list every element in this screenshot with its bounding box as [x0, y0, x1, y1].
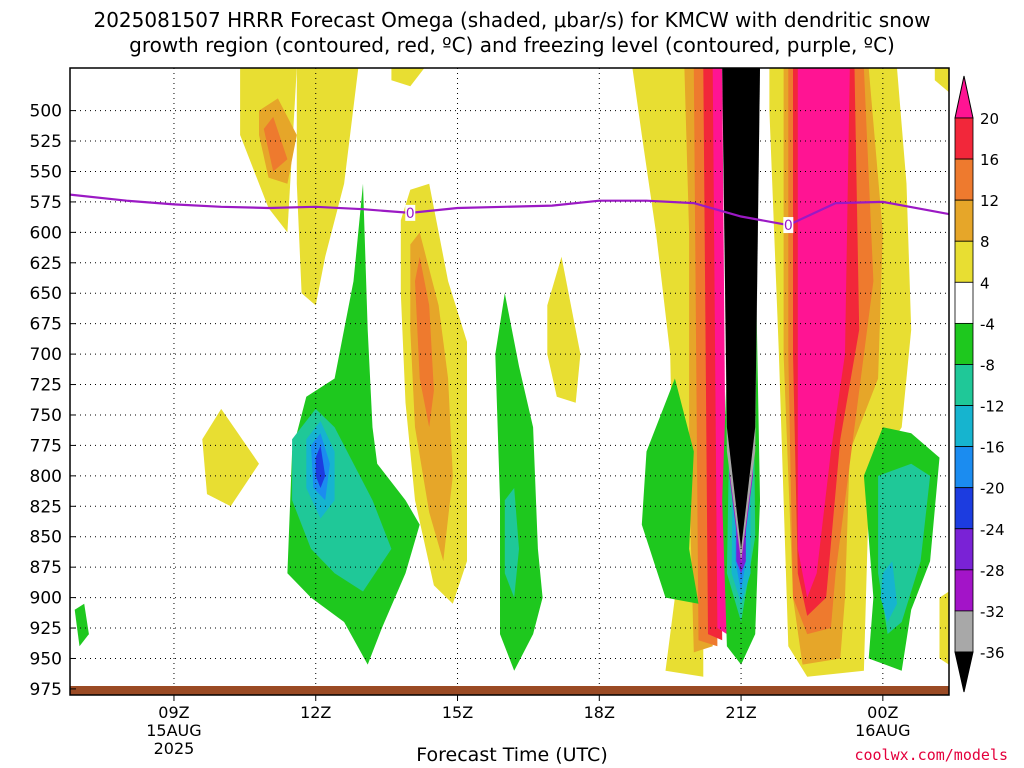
freezing-level-label-0: 0	[406, 206, 415, 222]
y-tick-label-975: 975	[30, 680, 62, 700]
colorbar-swatch-red	[954, 117, 974, 160]
chart-title-line-1: 2025081507 HRRR Forecast Omega (shaded, …	[93, 8, 931, 32]
colorbar-label-8: 8	[980, 233, 990, 251]
freezing-label-bg-0	[405, 204, 416, 221]
x-date-label: 16AUG	[855, 721, 910, 740]
colorbar-swatch-indigo	[954, 528, 974, 571]
x-tick-label-09Z: 09Z	[158, 703, 189, 722]
y-tick-label-825: 825	[30, 497, 62, 517]
colorbar-swatch-light-blue	[954, 446, 974, 489]
y-tick-label-725: 725	[30, 376, 62, 396]
colorbar-label--24: -24	[980, 521, 1005, 539]
omega-region-37	[315, 445, 326, 488]
freezing-label-bg-1	[783, 217, 794, 234]
colorbar-swatch-gray	[954, 610, 974, 653]
y-tick-label-500: 500	[30, 102, 62, 122]
colorbar-label--4: -4	[980, 315, 995, 333]
colorbar-label--32: -32	[980, 603, 1005, 621]
colorbar-label--20: -20	[980, 480, 1005, 498]
x-date-label: 15AUG	[146, 721, 201, 740]
y-tick-label-700: 700	[30, 345, 62, 365]
colorbar-swatch-blue	[954, 487, 974, 530]
omega-region-4	[202, 408, 259, 507]
omega-region-9	[939, 591, 949, 665]
y-tick-label-650: 650	[30, 284, 62, 304]
colorbar-swatch-purple	[954, 569, 974, 612]
x-tick-label-00Z: 00Z	[867, 703, 898, 722]
colorbar-label-20: 20	[980, 110, 999, 128]
omega-region-24	[641, 378, 699, 604]
x-tick-label-21Z: 21Z	[725, 703, 756, 722]
x-tick-label-12Z: 12Z	[300, 703, 331, 722]
colorbar-label--8: -8	[980, 356, 995, 374]
colorbar-swatch-teal	[954, 364, 974, 406]
y-tick-label-675: 675	[30, 315, 62, 335]
colorbar-bottom-arrow	[954, 651, 974, 693]
colorbar-label-4: 4	[980, 274, 990, 292]
omega-shading	[74, 68, 949, 677]
freezing-level-label-1: 0	[784, 218, 793, 234]
y-tick-label-875: 875	[30, 558, 62, 578]
omega-region-1	[296, 68, 359, 306]
colorbar: 20 16 12 8 4 -4 -8 -12 -16 -20 -24 -28 -32 -36	[954, 75, 1005, 693]
y-tick-label-575: 575	[30, 193, 62, 213]
plot-frame	[69, 67, 950, 696]
colorbar-swatch-yellow	[954, 240, 974, 283]
y-tick-label-600: 600	[30, 223, 62, 243]
colorbar-label--12: -12	[980, 398, 1005, 416]
omega-region-34	[880, 561, 897, 622]
ground-surface	[70, 686, 949, 695]
omega-region-29	[504, 488, 519, 598]
y-tick-label-925: 925	[30, 619, 62, 639]
colorbar-label--36: -36	[980, 644, 1005, 662]
y-tick-label-950: 950	[30, 649, 62, 669]
x-year-label: 2025	[154, 739, 195, 758]
y-tick-label-850: 850	[30, 528, 62, 548]
colorbar-swatch-cyan	[954, 405, 974, 448]
colorbar-swatch-dark-yellow	[954, 199, 974, 242]
x-tick-label-15Z: 15Z	[442, 703, 473, 722]
y-tick-label-525: 525	[30, 132, 62, 152]
colorbar-label--28: -28	[980, 562, 1005, 580]
y-tick-label-625: 625	[30, 254, 62, 274]
chart-title-line-2: growth region (contoured, red, ºC) and f…	[129, 33, 895, 57]
omega-region-14	[263, 116, 288, 172]
omega-region-21	[797, 68, 850, 598]
omega-region-15	[415, 256, 434, 428]
x-axis-title: Forecast Time (UTC)	[416, 744, 608, 766]
y-axis: 500 525 550 575 600 625 650 675 700 725 750 775 800 8…	[30, 102, 76, 700]
freezing-level-contour: 00	[70, 193, 949, 234]
colorbar-swatch-orange	[954, 158, 974, 201]
y-tick-label-775: 775	[30, 436, 62, 456]
credit-text: coolwx.com/models	[854, 746, 1008, 764]
y-tick-label-800: 800	[30, 467, 62, 487]
omega-region-8	[934, 68, 949, 93]
colorbar-label-12: 12	[980, 192, 999, 210]
colorbar-label--16: -16	[980, 439, 1005, 457]
y-tick-label-900: 900	[30, 589, 62, 609]
omega-region-2	[391, 68, 425, 87]
y-tick-label-550: 550	[30, 162, 62, 182]
omega-region-27	[74, 603, 89, 647]
colorbar-label-16: 16	[980, 151, 999, 169]
colorbar-top-arrow	[954, 75, 974, 119]
colorbar-swatch-green	[954, 322, 974, 365]
x-tick-label-18Z: 18Z	[584, 703, 615, 722]
colorbar-swatch-white	[954, 281, 974, 324]
y-tick-label-750: 750	[30, 406, 62, 426]
